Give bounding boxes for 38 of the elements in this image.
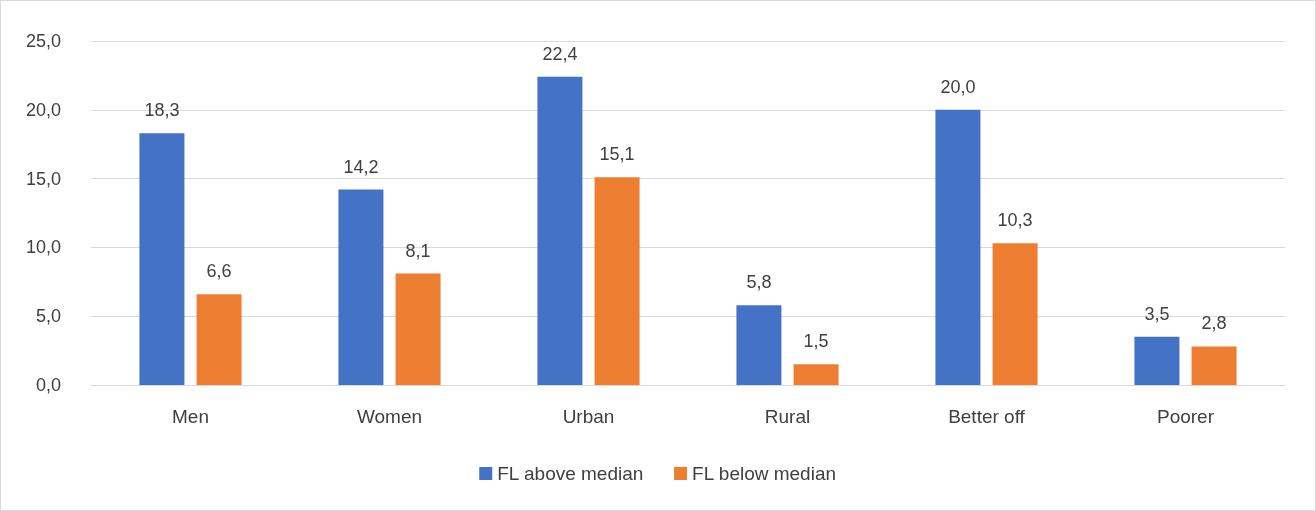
x-tick-label: Men — [172, 406, 209, 427]
bar — [338, 189, 384, 385]
bar — [594, 177, 640, 385]
bar — [935, 109, 981, 385]
data-label: 6,6 — [206, 261, 232, 282]
data-label: 20,0 — [940, 76, 976, 97]
y-tick-label: 10,0 — [25, 237, 61, 258]
legend-label: FL above median — [497, 463, 644, 484]
data-label: 10,3 — [997, 210, 1033, 231]
bar — [196, 294, 242, 385]
data-label: 14,2 — [343, 156, 379, 177]
data-label: 2,8 — [1201, 313, 1227, 334]
data-label: 22,4 — [542, 43, 578, 64]
x-tick-label: Poorer — [1156, 406, 1215, 427]
legend-label: FL below median — [692, 463, 837, 484]
bar — [1191, 346, 1237, 385]
data-label: 5,8 — [746, 272, 772, 293]
bar — [736, 305, 782, 385]
y-tick-label: 0,0 — [35, 375, 61, 395]
y-tick-label: 15,0 — [25, 168, 61, 189]
bar — [139, 133, 185, 385]
x-tick-label: Better off — [948, 406, 1026, 427]
data-label: 15,1 — [599, 144, 635, 165]
data-label: 8,1 — [405, 240, 431, 261]
x-tick-label: Urban — [562, 406, 615, 427]
y-tick-label: 25,0 — [25, 31, 61, 51]
bar — [1134, 336, 1180, 385]
bar — [537, 76, 583, 385]
data-label: 18,3 — [144, 100, 180, 121]
x-tick-label: Rural — [764, 406, 811, 427]
bar — [793, 364, 839, 385]
bar — [395, 273, 441, 385]
y-tick-label: 20,0 — [25, 99, 61, 120]
bar — [992, 243, 1038, 385]
x-tick-label: Women — [356, 406, 423, 427]
data-label: 1,5 — [803, 331, 829, 352]
y-tick-label: 5,0 — [35, 306, 61, 327]
data-label: 3,5 — [1144, 303, 1170, 324]
